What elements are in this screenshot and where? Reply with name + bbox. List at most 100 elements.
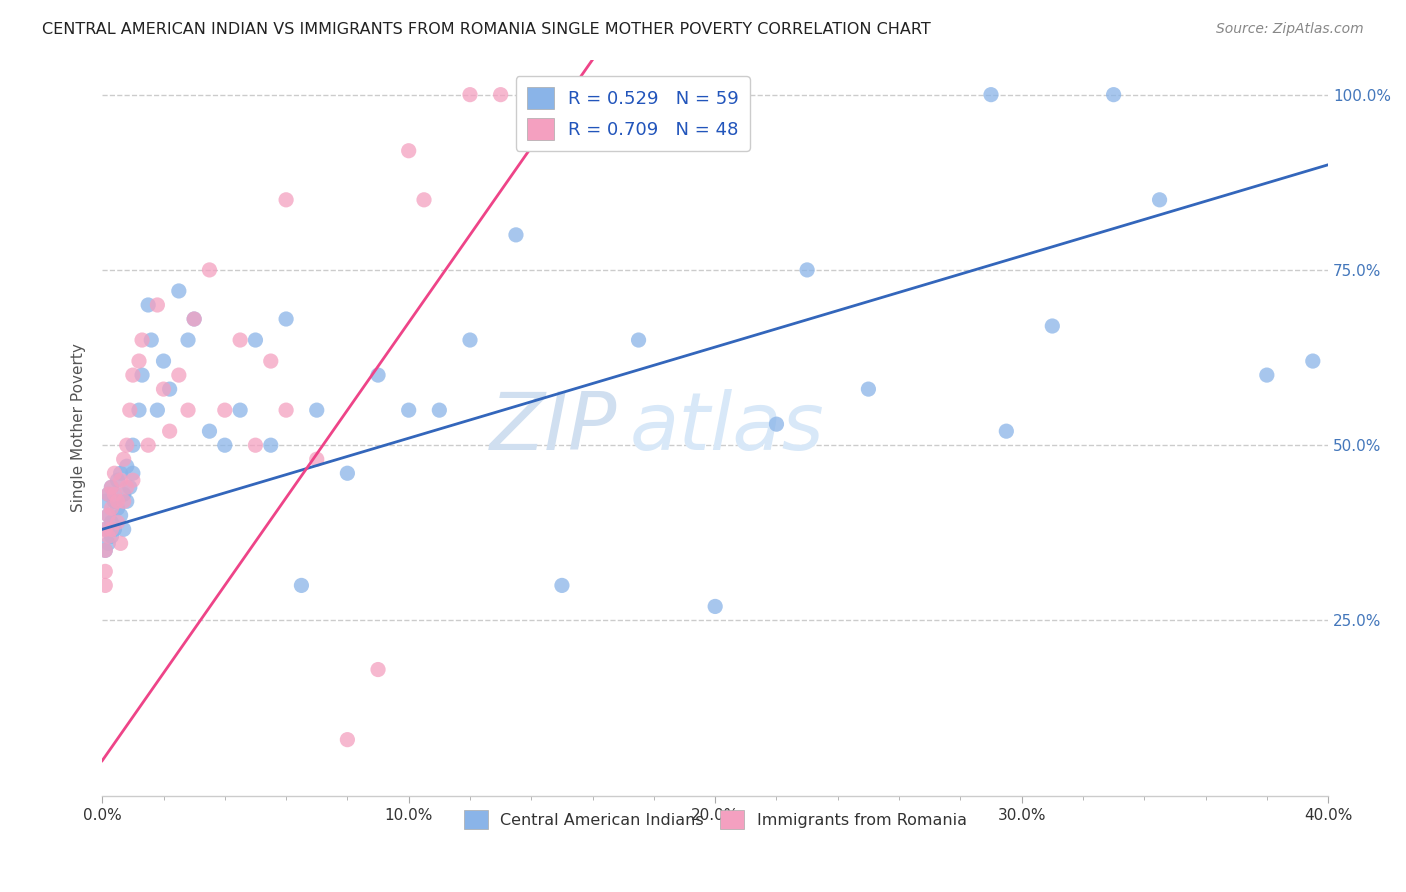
- Point: [131, 333, 153, 347]
- Point: [152, 354, 174, 368]
- Point: [229, 333, 252, 347]
- Legend: Central American Indians, Immigrants from Romania: Central American Indians, Immigrants fro…: [457, 804, 973, 836]
- Point: [274, 193, 297, 207]
- Point: [121, 467, 143, 481]
- Point: [458, 87, 481, 102]
- Point: [305, 452, 328, 467]
- Point: [141, 333, 163, 347]
- Text: CENTRAL AMERICAN INDIAN VS IMMIGRANTS FROM ROMANIA SINGLE MOTHER POVERTY CORRELA: CENTRAL AMERICAN INDIAN VS IMMIGRANTS FR…: [42, 22, 931, 37]
- Point: [198, 263, 221, 277]
- Point: [245, 438, 267, 452]
- Point: [110, 508, 132, 523]
- Point: [94, 543, 117, 558]
- Point: [94, 578, 117, 592]
- Point: [97, 487, 120, 501]
- Point: [115, 459, 138, 474]
- Point: [796, 263, 818, 277]
- Point: [115, 480, 138, 494]
- Y-axis label: Single Mother Poverty: Single Mother Poverty: [72, 343, 86, 512]
- Point: [177, 403, 200, 417]
- Point: [704, 599, 727, 614]
- Point: [107, 473, 129, 487]
- Point: [305, 403, 328, 417]
- Point: [118, 403, 141, 417]
- Point: [121, 368, 143, 383]
- Point: [103, 467, 125, 481]
- Point: [413, 193, 436, 207]
- Point: [131, 368, 153, 383]
- Point: [146, 298, 169, 312]
- Point: [112, 487, 135, 501]
- Point: [427, 403, 450, 417]
- Point: [177, 333, 200, 347]
- Point: [136, 438, 159, 452]
- Point: [118, 480, 141, 494]
- Point: [94, 494, 117, 508]
- Point: [97, 536, 120, 550]
- Point: [103, 522, 125, 536]
- Point: [183, 312, 205, 326]
- Point: [94, 565, 117, 579]
- Point: [458, 333, 481, 347]
- Text: atlas: atlas: [630, 389, 824, 467]
- Point: [100, 480, 122, 494]
- Point: [107, 516, 129, 530]
- Point: [260, 354, 283, 368]
- Point: [115, 494, 138, 508]
- Point: [110, 536, 132, 550]
- Point: [290, 578, 312, 592]
- Point: [214, 403, 236, 417]
- Point: [214, 438, 236, 452]
- Text: Source: ZipAtlas.com: Source: ZipAtlas.com: [1216, 22, 1364, 37]
- Point: [274, 312, 297, 326]
- Point: [110, 473, 132, 487]
- Point: [128, 354, 150, 368]
- Point: [94, 522, 117, 536]
- Point: [121, 473, 143, 487]
- Point: [112, 494, 135, 508]
- Point: [97, 508, 120, 523]
- Point: [183, 312, 205, 326]
- Point: [995, 424, 1018, 438]
- Point: [97, 487, 120, 501]
- Point: [107, 501, 129, 516]
- Point: [97, 508, 120, 523]
- Point: [398, 403, 420, 417]
- Point: [367, 368, 389, 383]
- Point: [980, 87, 1002, 102]
- Text: ZIP: ZIP: [489, 389, 617, 467]
- Point: [551, 578, 574, 592]
- Point: [94, 543, 117, 558]
- Point: [159, 424, 181, 438]
- Point: [536, 87, 558, 102]
- Point: [1302, 354, 1324, 368]
- Point: [167, 368, 190, 383]
- Point: [167, 284, 190, 298]
- Point: [229, 403, 252, 417]
- Point: [97, 529, 120, 543]
- Point: [367, 663, 389, 677]
- Point: [100, 501, 122, 516]
- Point: [198, 424, 221, 438]
- Point: [112, 522, 135, 536]
- Point: [596, 87, 619, 102]
- Point: [489, 87, 512, 102]
- Point: [112, 452, 135, 467]
- Point: [765, 417, 787, 432]
- Point: [100, 480, 122, 494]
- Point: [100, 516, 122, 530]
- Point: [128, 403, 150, 417]
- Point: [336, 467, 359, 481]
- Point: [152, 382, 174, 396]
- Point: [121, 438, 143, 452]
- Point: [94, 522, 117, 536]
- Point: [1149, 193, 1171, 207]
- Point: [115, 438, 138, 452]
- Point: [260, 438, 283, 452]
- Point: [627, 333, 650, 347]
- Point: [336, 732, 359, 747]
- Point: [1256, 368, 1278, 383]
- Point: [159, 382, 181, 396]
- Point: [1040, 318, 1063, 333]
- Point: [110, 467, 132, 481]
